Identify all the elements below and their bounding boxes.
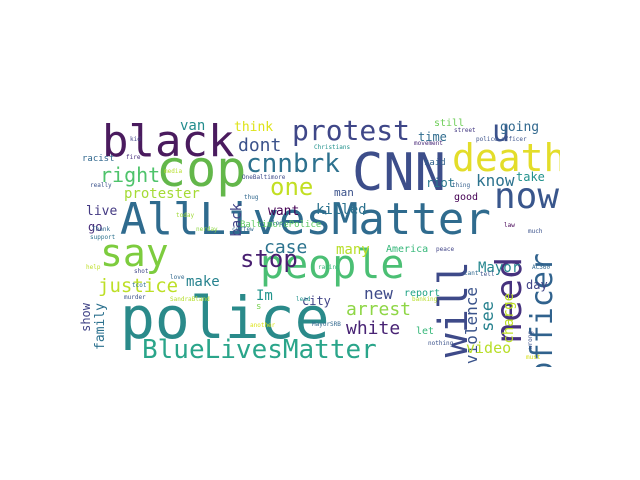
word-law: law bbox=[504, 222, 515, 229]
word-onebaltimore: OneBaltimore bbox=[242, 174, 286, 181]
word-show: show bbox=[80, 303, 93, 332]
word-shot: shot bbox=[134, 268, 149, 275]
word-time: time bbox=[418, 130, 447, 144]
word-nerday: nerday bbox=[196, 226, 218, 233]
word-people: people bbox=[260, 242, 405, 288]
word-sandrabland: SandraBland bbox=[170, 296, 210, 303]
word-police-officer: police officer bbox=[476, 136, 527, 143]
word-thug: thug bbox=[244, 194, 259, 201]
word-tell: tell bbox=[480, 271, 495, 278]
word-riot: riot bbox=[426, 176, 455, 190]
word-mayor: Mayor bbox=[478, 260, 521, 276]
word-peace: peace bbox=[436, 246, 455, 253]
word-christians: Christians bbox=[314, 144, 351, 151]
word-another: another bbox=[250, 322, 276, 329]
word-protest: protest bbox=[292, 117, 411, 147]
word-black: black bbox=[102, 117, 235, 167]
word-right: right bbox=[100, 163, 161, 187]
word-much: much bbox=[528, 228, 543, 235]
word-street: street bbox=[454, 127, 476, 134]
word-live: live bbox=[86, 204, 118, 219]
word-know: know bbox=[476, 171, 515, 190]
word-curfew: curfew bbox=[232, 226, 254, 233]
word-cnnbrk: cnnbrk bbox=[246, 149, 340, 179]
word-police: police bbox=[120, 284, 330, 352]
word-im: Im bbox=[256, 288, 273, 304]
word-fire: fire bbox=[126, 154, 141, 161]
word-kid: kid bbox=[130, 136, 141, 143]
word-make: make bbox=[186, 274, 220, 290]
word-stop: stop bbox=[240, 245, 298, 273]
word-look: look bbox=[272, 220, 287, 227]
word-media: media bbox=[164, 168, 183, 175]
word-racist: racist bbox=[82, 154, 115, 164]
word-family: family bbox=[93, 303, 108, 350]
word-thank: Thank bbox=[92, 226, 111, 233]
word-day: day bbox=[526, 278, 548, 292]
word-movement: movement bbox=[414, 140, 443, 147]
word-u: u bbox=[492, 117, 511, 149]
word-help: help bbox=[86, 264, 101, 271]
word-one: one bbox=[270, 173, 314, 201]
word-dont: dont bbox=[238, 135, 282, 156]
word-going: going bbox=[500, 120, 540, 135]
word-racing: racing bbox=[318, 264, 340, 271]
word-many: many bbox=[336, 242, 370, 258]
word-see: see bbox=[478, 301, 498, 332]
word-alllivesmatter: AllLivesMatter bbox=[120, 194, 491, 245]
word-man: man bbox=[334, 186, 354, 199]
word-death: death bbox=[452, 136, 560, 180]
word-really: really bbox=[90, 182, 112, 189]
word-cloud: AllLivesMatter police CNN cop black peop… bbox=[80, 117, 560, 367]
word-love: love bbox=[170, 274, 185, 281]
word-support: support bbox=[90, 234, 116, 241]
word-justice: justice bbox=[98, 275, 179, 297]
word-wrong: wrong bbox=[527, 331, 534, 350]
word-new: new bbox=[364, 284, 393, 303]
word-want: want bbox=[268, 204, 300, 219]
word-city: city bbox=[302, 294, 331, 308]
word-arrest: arrest bbox=[346, 299, 412, 320]
word-go: go bbox=[88, 220, 103, 234]
word-case: case bbox=[264, 237, 308, 258]
word-protester: protester bbox=[124, 186, 200, 202]
word-white: white bbox=[346, 318, 401, 339]
word-tcot: tcot bbox=[132, 282, 147, 289]
word-report: report bbox=[404, 288, 441, 299]
word-killed: killed bbox=[316, 202, 367, 218]
word-murder: murder bbox=[124, 294, 146, 301]
word-today: today bbox=[176, 212, 195, 219]
word-must: must bbox=[526, 354, 541, 361]
word-van: van bbox=[180, 118, 206, 134]
word-think: think bbox=[234, 120, 274, 135]
word-mayorsrb: MayorSRB bbox=[312, 321, 341, 328]
word-baltimorepolice: BaltimorePolice bbox=[240, 220, 322, 230]
word-good: good bbox=[454, 192, 479, 203]
word-cop: cop bbox=[156, 140, 247, 198]
word-cnn: CNN bbox=[352, 143, 446, 203]
word-say: say bbox=[100, 231, 169, 275]
word-now: now bbox=[494, 176, 560, 217]
word-america: America bbox=[386, 244, 429, 255]
word-video: video bbox=[466, 339, 512, 357]
word-let: let bbox=[416, 326, 435, 337]
word-ac360: AC360 bbox=[532, 264, 551, 271]
word-thing: thing bbox=[452, 182, 471, 189]
word-nothing: nothing bbox=[428, 340, 454, 347]
word-banking: banking bbox=[412, 296, 438, 303]
word-take: take bbox=[516, 170, 545, 184]
word-charge: charge bbox=[501, 293, 517, 344]
word-said: said bbox=[424, 158, 446, 168]
word-s: s bbox=[256, 302, 262, 312]
word-lead: lead bbox=[296, 296, 311, 303]
word-still: still bbox=[434, 118, 465, 129]
word-cant: cant bbox=[464, 270, 479, 277]
word-bluelivesmatter: BlueLivesMatter bbox=[142, 335, 377, 365]
